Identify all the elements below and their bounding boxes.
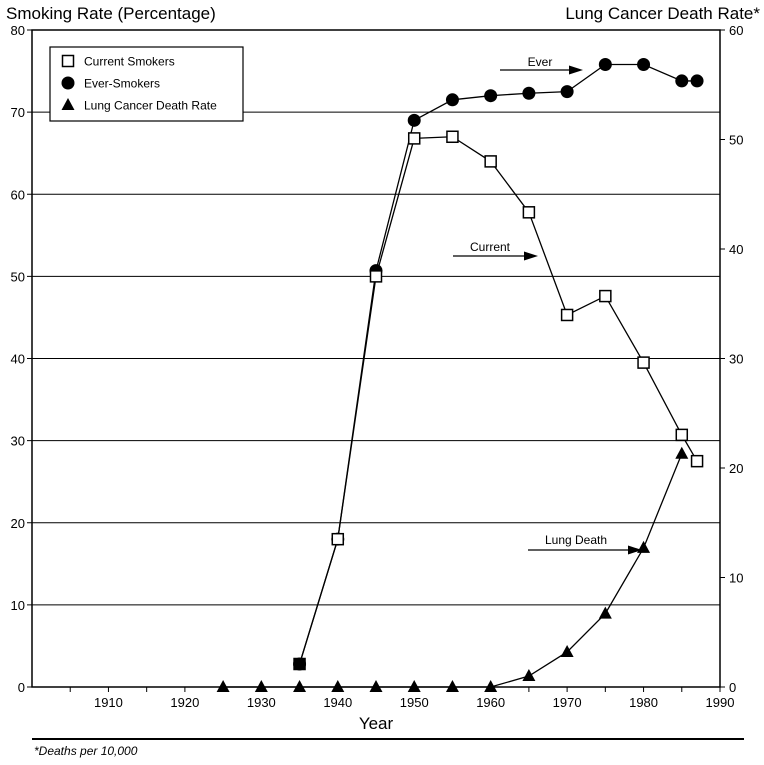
lung-death-point [407, 680, 421, 692]
current-smokers-point [522, 206, 536, 219]
left-y-tick-label: 70 [11, 105, 25, 120]
x-tick-label: 1940 [323, 695, 352, 710]
current-smokers-point [293, 657, 306, 671]
lung-death-point [484, 680, 498, 692]
right-y-tick-label: 40 [729, 242, 743, 257]
right-y-tick-label: 20 [729, 461, 743, 476]
ever-smokers-point [675, 74, 689, 88]
left-y-tick-label: 30 [11, 434, 25, 449]
left-y-tick-label: 50 [11, 269, 25, 284]
ever-smokers-point [407, 113, 421, 127]
left-y-tick-label: 40 [11, 352, 25, 367]
current-smokers-point [560, 308, 574, 322]
right-y-tick-label: 0 [729, 680, 736, 695]
legend-box [49, 46, 244, 122]
annotation-ever: Ever [528, 55, 553, 69]
left-y-tick-label: 80 [11, 23, 25, 38]
ever-smokers-point [637, 57, 651, 71]
lung-death-point [216, 680, 230, 692]
legend-marker [61, 76, 75, 90]
legend-label: Lung Cancer Death Rate [84, 99, 217, 113]
ever-smokers-point [522, 86, 536, 100]
x-tick-label: 1980 [629, 695, 658, 710]
lung-death-point [560, 644, 574, 657]
x-tick-label: 1930 [247, 695, 276, 710]
lung-death-point [445, 680, 459, 692]
current-smokers-line [298, 136, 698, 665]
current-smokers-point [599, 289, 612, 303]
x-tick-label: 1950 [400, 695, 429, 710]
ever-smokers-line [298, 63, 698, 665]
annotation-lung-death-arrow-head [628, 545, 642, 555]
lung-death-point [637, 540, 651, 553]
left-y-tick-label: 10 [11, 598, 25, 613]
current-smokers-point [675, 428, 689, 442]
annotation-ever-arrow-head [569, 65, 583, 75]
lung-death-point [675, 446, 689, 459]
left-axis-title: Smoking Rate (Percentage) [6, 4, 216, 23]
left-y-tick-label: 60 [11, 187, 25, 202]
current-smokers-point [331, 532, 345, 546]
left-y-tick-label: 20 [11, 516, 25, 531]
current-smokers-point [637, 356, 650, 369]
lung-death-point [331, 680, 345, 692]
lung-death-point [369, 680, 383, 692]
current-smokers-point [369, 270, 383, 283]
annotation-lung-death: Lung Death [545, 533, 607, 547]
legend-marker [61, 98, 75, 110]
ever-smokers-point [484, 89, 498, 103]
x-tick-label: 1960 [476, 695, 505, 710]
right-axis-title: Lung Cancer Death Rate* [565, 4, 760, 23]
current-smokers-point [484, 155, 497, 168]
right-y-tick-label: 60 [729, 23, 743, 38]
lung-death-line [223, 453, 683, 688]
right-y-tick-label: 50 [729, 133, 743, 148]
ever-smokers-point [690, 74, 704, 88]
x-tick-label: 1970 [553, 695, 582, 710]
lung-death-point [293, 680, 307, 692]
x-tick-label: 1990 [706, 695, 735, 710]
annotation-current: Current [470, 240, 511, 254]
annotation-current-arrow-head [524, 251, 538, 261]
footnote-divider [32, 738, 744, 740]
lung-death-point [254, 680, 268, 692]
lung-death-point [522, 669, 536, 682]
current-smokers-point [407, 132, 421, 145]
current-smokers-point [690, 454, 704, 468]
current-smokers-point [446, 130, 459, 144]
ever-smokers-point [445, 93, 459, 107]
legend-marker [61, 54, 75, 68]
x-axis-label: Year [359, 714, 394, 733]
footnote: *Deaths per 10,000 [34, 744, 138, 758]
chart-plot: 1910 1920 1930 1940 1950 1960 1970 1980 1990 Year… [11, 23, 744, 733]
lung-death-point [598, 606, 612, 619]
right-y-tick-label: 30 [729, 352, 743, 367]
x-tick-label: 1920 [170, 695, 199, 710]
ever-smokers-point [598, 57, 612, 71]
ever-smokers-point [560, 85, 574, 99]
legend-label: Ever-Smokers [84, 77, 160, 91]
x-tick-label: 1910 [94, 695, 123, 710]
left-y-tick-label: 0 [18, 680, 25, 695]
legend-label: Current Smokers [84, 55, 175, 69]
right-y-tick-label: 10 [729, 571, 743, 586]
